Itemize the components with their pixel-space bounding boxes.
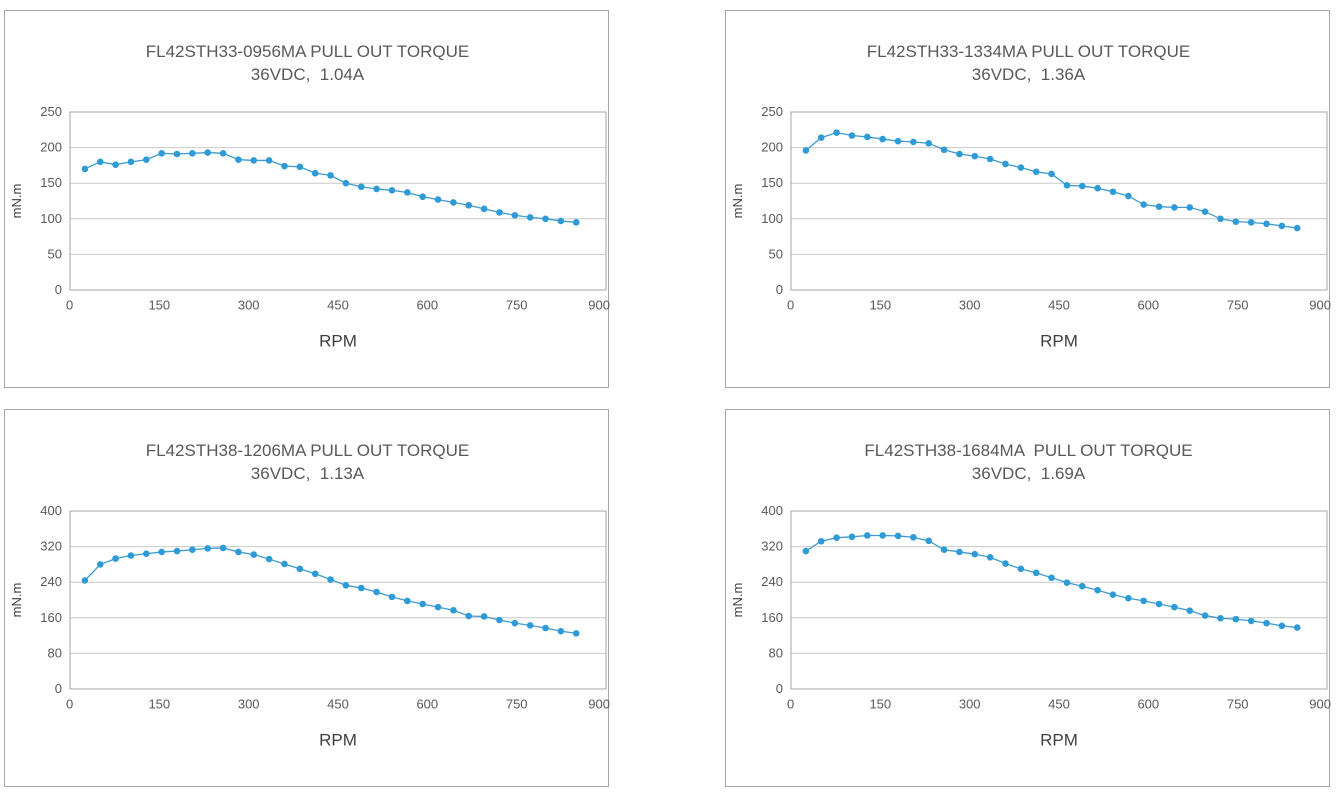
svg-text:80: 80 [48, 645, 62, 660]
svg-text:250: 250 [761, 104, 783, 119]
svg-text:250: 250 [40, 104, 62, 119]
svg-text:900: 900 [588, 696, 610, 711]
svg-text:RPM: RPM [1040, 332, 1078, 351]
svg-text:80: 80 [769, 645, 783, 660]
svg-text:750: 750 [1227, 297, 1249, 312]
svg-text:mN.m: mN.m [730, 184, 745, 219]
svg-text:400: 400 [40, 503, 62, 518]
svg-text:36VDC, 1.69A: 36VDC, 1.69A [972, 464, 1086, 483]
svg-text:150: 150 [869, 297, 891, 312]
svg-text:FL42STH33-1334MA PULL OUT TORQ: FL42STH33-1334MA PULL OUT TORQUE [867, 42, 1190, 61]
svg-text:200: 200 [761, 140, 783, 155]
svg-text:900: 900 [588, 297, 610, 312]
svg-text:50: 50 [769, 246, 783, 261]
svg-text:900: 900 [1309, 696, 1331, 711]
svg-text:240: 240 [761, 574, 783, 589]
svg-text:600: 600 [1137, 696, 1159, 711]
svg-text:100: 100 [40, 211, 62, 226]
svg-text:RPM: RPM [319, 332, 357, 351]
svg-text:450: 450 [327, 696, 349, 711]
svg-text:36VDC, 1.04A: 36VDC, 1.04A [251, 65, 365, 84]
svg-text:RPM: RPM [1040, 731, 1078, 750]
svg-text:FL42STH38-1684MA PULL OUT TOR: FL42STH38-1684MA PULL OUT TORQUE [864, 441, 1192, 460]
svg-text:0: 0 [787, 696, 794, 711]
svg-text:0: 0 [66, 297, 73, 312]
svg-text:450: 450 [1048, 297, 1070, 312]
svg-text:36VDC, 1.36A: 36VDC, 1.36A [972, 65, 1086, 84]
svg-text:100: 100 [761, 211, 783, 226]
svg-text:150: 150 [761, 175, 783, 190]
svg-text:150: 150 [869, 696, 891, 711]
svg-text:mN.m: mN.m [9, 184, 24, 219]
svg-text:0: 0 [776, 681, 783, 696]
svg-text:0: 0 [776, 282, 783, 297]
svg-text:450: 450 [327, 297, 349, 312]
svg-text:600: 600 [1137, 297, 1159, 312]
svg-text:150: 150 [40, 175, 62, 190]
svg-text:FL42STH38-1206MA PULL OUT TORQ: FL42STH38-1206MA PULL OUT TORQUE [146, 441, 469, 460]
svg-text:300: 300 [238, 696, 260, 711]
svg-text:200: 200 [40, 140, 62, 155]
svg-text:160: 160 [761, 610, 783, 625]
svg-text:mN.m: mN.m [9, 583, 24, 618]
svg-text:0: 0 [66, 696, 73, 711]
svg-text:240: 240 [40, 574, 62, 589]
svg-text:150: 150 [148, 696, 170, 711]
svg-text:FL42STH33-0956MA PULL OUT TORQ: FL42STH33-0956MA PULL OUT TORQUE [146, 42, 469, 61]
svg-text:0: 0 [55, 282, 62, 297]
svg-text:RPM: RPM [319, 731, 357, 750]
svg-text:300: 300 [959, 696, 981, 711]
svg-text:0: 0 [787, 297, 794, 312]
svg-text:160: 160 [40, 610, 62, 625]
svg-text:320: 320 [40, 539, 62, 554]
svg-text:320: 320 [761, 539, 783, 554]
svg-text:mN.m: mN.m [730, 583, 745, 618]
svg-text:600: 600 [416, 297, 438, 312]
svg-text:300: 300 [959, 297, 981, 312]
svg-text:750: 750 [506, 297, 528, 312]
svg-text:300: 300 [238, 297, 260, 312]
svg-text:450: 450 [1048, 696, 1070, 711]
svg-text:750: 750 [1227, 696, 1249, 711]
svg-text:400: 400 [761, 503, 783, 518]
svg-text:36VDC, 1.13A: 36VDC, 1.13A [251, 464, 365, 483]
svg-text:900: 900 [1309, 297, 1331, 312]
svg-text:50: 50 [48, 246, 62, 261]
svg-text:750: 750 [506, 696, 528, 711]
svg-text:150: 150 [148, 297, 170, 312]
svg-text:0: 0 [55, 681, 62, 696]
svg-text:600: 600 [416, 696, 438, 711]
